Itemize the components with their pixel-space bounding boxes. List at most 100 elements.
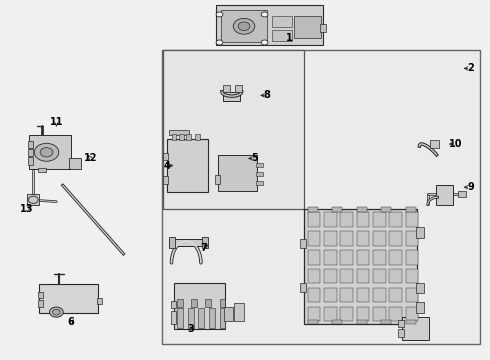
Bar (324, 307, 337, 321)
Bar (224, 307, 233, 321)
Bar (406, 307, 418, 321)
Text: 3: 3 (188, 324, 195, 334)
Bar (163, 50, 304, 209)
Bar (430, 140, 439, 148)
Bar (324, 288, 337, 302)
Bar (357, 212, 369, 227)
Bar (220, 299, 225, 307)
Bar (169, 239, 206, 246)
Bar (308, 231, 320, 246)
Bar (28, 149, 33, 156)
Bar (256, 172, 263, 176)
Bar (215, 175, 220, 184)
Circle shape (261, 12, 268, 17)
Bar (223, 85, 230, 92)
Bar (341, 307, 353, 321)
Bar (169, 237, 175, 248)
Bar (209, 308, 215, 328)
Bar (218, 155, 257, 191)
Text: 8: 8 (264, 90, 270, 100)
Text: 10: 10 (449, 139, 463, 149)
Text: 5: 5 (251, 153, 258, 163)
Bar (69, 158, 81, 169)
Bar (169, 130, 189, 135)
Circle shape (261, 40, 268, 45)
Bar (324, 231, 337, 246)
Bar (373, 307, 386, 321)
Bar (216, 5, 323, 45)
Bar (162, 50, 480, 344)
Circle shape (34, 143, 59, 161)
Bar (188, 308, 194, 328)
Bar (177, 308, 183, 328)
Bar (373, 250, 386, 265)
Text: 4: 4 (163, 161, 170, 171)
Bar (308, 207, 318, 212)
Bar (304, 209, 416, 324)
Bar (171, 311, 176, 324)
Bar (220, 10, 267, 42)
Bar (332, 320, 342, 324)
Bar (416, 283, 424, 293)
Bar (390, 231, 402, 246)
Bar (406, 269, 418, 283)
Bar (458, 191, 466, 197)
Bar (177, 299, 183, 307)
Bar (357, 307, 369, 321)
Bar (39, 284, 98, 313)
Circle shape (216, 40, 223, 45)
Bar (300, 283, 306, 292)
Bar (406, 320, 416, 324)
Bar (341, 288, 353, 302)
Bar (373, 212, 386, 227)
Bar (172, 134, 176, 140)
Circle shape (238, 22, 250, 31)
Bar (357, 250, 369, 265)
Bar (28, 141, 33, 148)
Bar (235, 85, 242, 92)
Bar (373, 288, 386, 302)
Bar (416, 227, 424, 238)
Bar (390, 307, 402, 321)
Text: 6: 6 (68, 317, 74, 327)
Bar (163, 176, 168, 184)
Bar (38, 292, 43, 298)
Text: 13: 13 (20, 204, 34, 214)
Bar (294, 16, 321, 38)
Bar (402, 317, 429, 340)
Bar (234, 303, 244, 321)
Bar (406, 231, 418, 246)
Bar (223, 92, 240, 101)
Bar (332, 207, 342, 212)
Bar (29, 135, 71, 169)
Bar (171, 301, 176, 308)
Bar (398, 320, 404, 327)
Bar (341, 212, 353, 227)
Circle shape (233, 18, 255, 34)
Bar (320, 24, 326, 32)
Bar (324, 250, 337, 265)
Text: 12: 12 (84, 153, 98, 163)
Circle shape (49, 307, 63, 317)
Bar (256, 163, 263, 167)
Bar (390, 250, 402, 265)
Text: 1: 1 (286, 33, 293, 43)
Bar (416, 302, 424, 313)
Bar (192, 299, 197, 307)
Bar (436, 185, 453, 205)
Bar (373, 231, 386, 246)
Bar (38, 300, 43, 307)
Bar (308, 250, 320, 265)
Bar (406, 288, 418, 302)
Bar (308, 269, 320, 283)
Bar (174, 283, 225, 329)
Bar (198, 308, 204, 328)
Bar (27, 194, 39, 205)
Bar (308, 212, 320, 227)
Bar (28, 157, 33, 165)
Text: 7: 7 (200, 243, 207, 253)
Bar (186, 134, 191, 140)
Bar (272, 16, 292, 27)
Text: 9: 9 (467, 182, 474, 192)
Bar (406, 212, 418, 227)
